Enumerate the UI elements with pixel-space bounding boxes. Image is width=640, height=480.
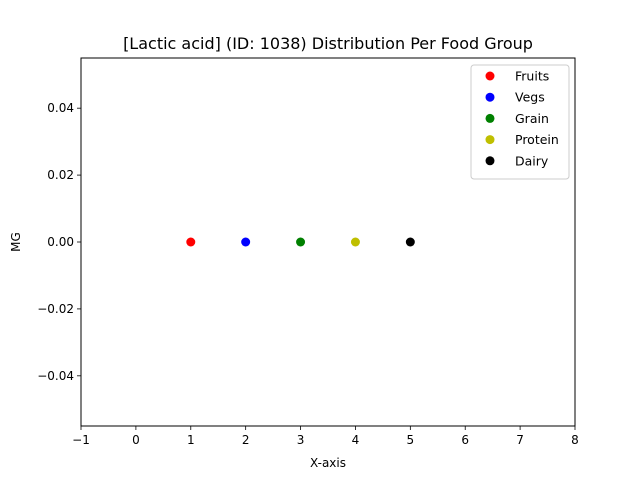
y-tick-label: 0.04 [47, 101, 74, 115]
x-tick-label: 0 [132, 433, 140, 447]
y-tick-label: −0.04 [37, 369, 74, 383]
data-point-grain [296, 237, 306, 247]
legend-marker [485, 113, 495, 123]
data-point-protein [350, 237, 360, 247]
legend-label: Protein [515, 132, 559, 147]
y-tick-label: 0.00 [47, 235, 74, 249]
y-tick-label: −0.02 [37, 302, 74, 316]
legend-box [470, 64, 570, 180]
chart-title: [Lactic acid] (ID: 1038) Distribution Pe… [123, 34, 533, 53]
x-tick-label: 3 [297, 433, 305, 447]
legend-label: Dairy [515, 153, 549, 168]
legend-marker [485, 135, 495, 145]
data-point-dairy [405, 237, 415, 247]
y-axis-ticks: −0.04 −0.02 0.00 0.02 0.04 [37, 101, 81, 383]
legend-label: Grain [515, 111, 549, 126]
data-points [186, 237, 415, 247]
x-tick-label: 5 [407, 433, 415, 447]
legend-marker [485, 156, 495, 166]
x-axis-ticks: −1 0 1 2 3 4 5 6 7 8 [72, 426, 579, 447]
x-tick-label: −1 [72, 433, 90, 447]
x-axis-label: X-axis [310, 456, 346, 470]
x-tick-label: 1 [187, 433, 195, 447]
x-tick-label: 4 [352, 433, 360, 447]
y-axis-label: MG [9, 232, 23, 252]
legend-label: Vegs [515, 90, 545, 105]
x-tick-label: 2 [242, 433, 250, 447]
data-point-fruits [186, 237, 196, 247]
legend: Fruits Vegs Grain Protein Dairy [470, 64, 570, 180]
x-tick-label: 6 [461, 433, 469, 447]
legend-marker [485, 92, 495, 102]
data-point-vegs [241, 237, 251, 247]
x-tick-label: 7 [516, 433, 524, 447]
x-tick-label: 8 [571, 433, 579, 447]
legend-marker [485, 71, 495, 81]
legend-label: Fruits [515, 69, 549, 84]
y-tick-label: 0.02 [47, 168, 74, 182]
